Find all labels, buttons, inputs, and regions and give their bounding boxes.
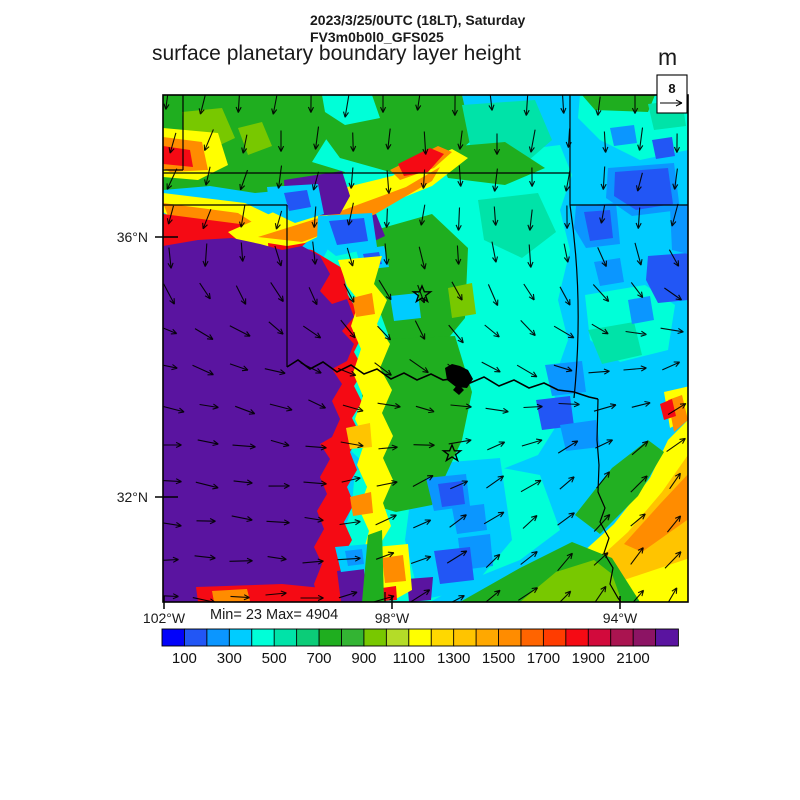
lat-label-36n: 36°N — [116, 229, 148, 245]
reference-vector-value: 8 — [668, 81, 675, 96]
colorbar-tick-label: 2100 — [616, 650, 649, 667]
border-ok-ar — [569, 204, 579, 399]
lon-label-102w: 102°W — [142, 610, 186, 626]
lat-ticks — [155, 236, 178, 498]
colorbar-cell — [363, 628, 388, 647]
reference-vector-box: 8 — [656, 74, 688, 114]
colorbar-tick-label: 500 — [262, 650, 287, 667]
colorbar-tick-label: 1100 — [393, 650, 425, 667]
colorbar-tick-label: 1900 — [572, 650, 605, 667]
datetime-title: 2023/3/25/0UTC (18LT), Saturday — [310, 12, 526, 28]
colorbar-cell — [498, 628, 522, 647]
lat-label-32n: 32°N — [116, 489, 148, 505]
state-borders — [163, 95, 688, 602]
colorbar-cell — [318, 628, 343, 647]
colorbar-tick-label: 100 — [172, 650, 197, 667]
lon-label-94w: 94°W — [602, 610, 638, 626]
colorbar-tick-label: 300 — [217, 650, 242, 667]
lon-label-98w: 98°W — [374, 610, 410, 626]
contour-fill-layer — [163, 95, 688, 602]
plot-title: surface planetary boundary layer height — [152, 42, 521, 65]
colorbar-cell — [183, 628, 208, 647]
colorbar-cell — [453, 628, 477, 647]
colorbar-tick-label: 900 — [351, 650, 376, 667]
lon-ticks — [163, 596, 621, 609]
map-frame — [155, 94, 689, 609]
border-corner-box — [163, 95, 184, 171]
reference-arrow-icon — [660, 99, 683, 107]
colorbar-tick-label: 1500 — [482, 650, 515, 667]
red-river — [286, 359, 599, 400]
colorbar-cell — [296, 628, 320, 647]
colorbar-cell — [251, 628, 276, 647]
wind-arrows — [163, 95, 687, 602]
wind-vector-layer — [163, 95, 687, 602]
colorbar-cell — [273, 628, 298, 647]
units-label: m — [658, 44, 678, 70]
colorbar-cell — [341, 628, 365, 647]
colorbar: 100 300 500 700 900 1100 1300 1500 1700 1900 2100 — [161, 628, 679, 667]
colorbar-cell — [206, 628, 231, 647]
colorbar-cell — [655, 628, 679, 647]
colorbar-cell — [587, 628, 612, 647]
colorbar-tick-label: 700 — [306, 650, 331, 667]
model-title: FV3m0b0l0_GFS025 — [310, 29, 444, 45]
star-marker-dallas — [441, 443, 463, 463]
minmax-label: Min= 23 Max= 4904 — [210, 607, 339, 623]
colorbar-cell — [520, 628, 545, 647]
colorbar-cell — [430, 628, 455, 647]
colorbar-cell — [632, 628, 657, 647]
colorbar-cell — [161, 628, 186, 647]
colorbar-cell — [610, 628, 634, 647]
lake-texoma-blob — [445, 364, 473, 395]
colorbar-tick-label: 1300 — [437, 650, 470, 667]
colorbar-cell — [475, 628, 500, 647]
colorbar-cell — [228, 628, 253, 647]
border-tx-ar-la — [596, 398, 622, 602]
colorbar-cell — [385, 628, 410, 647]
colorbar-cell — [565, 628, 590, 647]
colorbar-tick-label: 1700 — [527, 650, 560, 667]
colorbar-cell — [542, 628, 567, 647]
colorbar-cell — [408, 628, 433, 647]
